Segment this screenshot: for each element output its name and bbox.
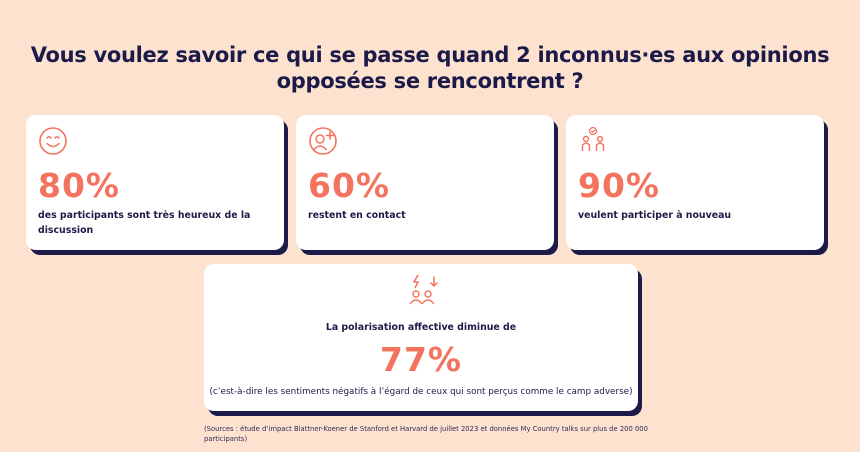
stat-card-polarisation: La polarisation affective diminue de 77%… <box>204 264 638 411</box>
stat-label: La polarisation affective diminue de <box>325 322 517 333</box>
stat-description: veulent participer à nouveau <box>578 210 732 221</box>
stat-description: restent en contact <box>308 210 406 221</box>
stat-card-contact: 60% restent en contact <box>296 115 554 250</box>
stat-value: 90% <box>578 166 660 205</box>
two-people-check-icon <box>581 126 605 151</box>
stat-value: 80% <box>38 166 120 205</box>
add-person-icon <box>309 127 337 155</box>
people-lightning-down-icon <box>409 274 438 305</box>
stat-card-happy: 80% des participants sont très heureux d… <box>26 115 284 250</box>
stat-note: (c’est-à-dire les sentiments négatifs à … <box>209 387 633 397</box>
stat-value: 60% <box>308 166 390 205</box>
stat-card-again: 90% veulent participer à nouveau <box>566 115 824 250</box>
stat-value: 77% <box>380 340 462 379</box>
smiley-face-icon <box>39 127 67 155</box>
page-title: Vous voulez savoir ce qui se passe quand… <box>30 43 830 93</box>
sources-note: (Sources : étude d’impact Blattner-Koene… <box>204 425 648 443</box>
stat-description: des participants sont très heureux de la… <box>38 210 251 236</box>
